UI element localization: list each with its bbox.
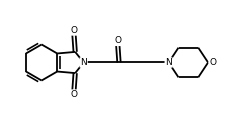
Text: N: N [80, 58, 87, 67]
Text: O: O [209, 58, 216, 67]
Text: O: O [70, 26, 77, 35]
Text: N: N [165, 58, 172, 67]
Text: O: O [114, 36, 121, 45]
Text: O: O [70, 90, 77, 99]
